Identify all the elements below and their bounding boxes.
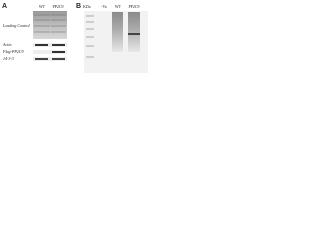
band xyxy=(35,44,48,46)
lane-label: PP2C9 xyxy=(52,4,63,9)
blot xyxy=(33,50,67,54)
lane xyxy=(128,12,140,52)
row-label: Flag-PP2C9 xyxy=(2,49,23,54)
band xyxy=(128,33,140,35)
lane-label: -Vo xyxy=(101,4,107,9)
row-label: 14-3-3 xyxy=(3,56,14,61)
blot xyxy=(33,43,67,47)
axis-label: KDa xyxy=(83,4,91,9)
panel-label: B xyxy=(76,3,81,10)
band xyxy=(35,58,48,60)
band xyxy=(52,51,65,53)
blot xyxy=(33,57,67,61)
gel-bands xyxy=(34,14,66,33)
figure: A WT PP2C9 Loading Control Actin Flag-PP… xyxy=(2,3,148,73)
ladder xyxy=(86,15,94,58)
row-label: Actin xyxy=(2,42,11,47)
lane xyxy=(112,12,123,52)
band xyxy=(52,58,65,60)
band xyxy=(52,44,65,46)
lane-label: WT xyxy=(115,4,122,9)
gel-loading xyxy=(33,11,67,39)
lane-label: WT xyxy=(39,4,46,9)
row-label: Loading Control xyxy=(2,23,31,28)
lane-label: PP2C9 xyxy=(128,4,139,9)
panel-label: A xyxy=(2,3,7,10)
